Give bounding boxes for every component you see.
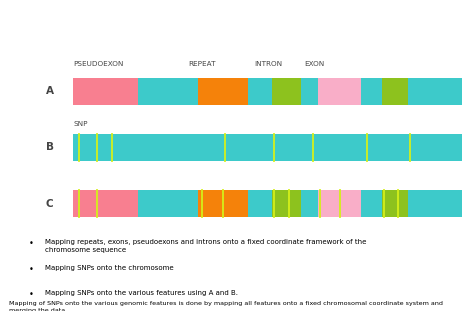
Bar [248,78,272,104]
Bar [338,190,361,217]
Text: Mapping of SNPs onto the various genomic features is done by mapping all feature: Mapping of SNPs onto the various genomic… [9,301,444,311]
Text: SNP: SNP [73,121,88,127]
Bar [198,190,219,217]
Text: C: C [46,199,54,209]
Bar [383,78,408,104]
Bar [219,190,248,217]
Bar [73,190,89,217]
Bar [198,78,248,104]
Text: •: • [28,239,33,248]
Bar [89,190,137,217]
Text: •: • [28,290,33,299]
Bar [272,78,301,104]
Bar [287,190,301,217]
Text: Mapping repeats, exons, pseudoexons and introns onto a fixed coordinate framewor: Mapping repeats, exons, pseudoexons and … [45,239,366,253]
Bar [73,78,137,104]
Bar [319,78,361,104]
Text: Mapping SNPs onto the various features using A and B.: Mapping SNPs onto the various features u… [45,290,238,296]
Text: PSEUDOEXON: PSEUDOEXON [73,61,124,67]
Bar [361,78,383,104]
Text: INTRON: INTRON [254,61,283,67]
Bar [301,78,319,104]
Text: REPEAT: REPEAT [188,61,216,67]
Bar [396,190,408,217]
Text: Mapping SNPs onto the chromosome: Mapping SNPs onto the chromosome [45,265,173,271]
Bar [272,190,287,217]
Bar [248,190,272,217]
Bar [383,190,396,217]
Text: •: • [28,265,33,274]
Bar [137,78,198,104]
Text: EXON: EXON [305,61,325,67]
Bar [319,190,338,217]
Bar [73,134,462,161]
Text: B: B [46,142,54,152]
Text: Figure 1.  Mapping of SNPs onto the various genomic features.: Figure 1. Mapping of SNPs onto the vario… [6,11,342,20]
Bar [137,190,198,217]
Bar [301,190,319,217]
Text: A: A [46,86,54,96]
Bar [408,190,462,217]
Bar [408,78,462,104]
Bar [361,190,383,217]
